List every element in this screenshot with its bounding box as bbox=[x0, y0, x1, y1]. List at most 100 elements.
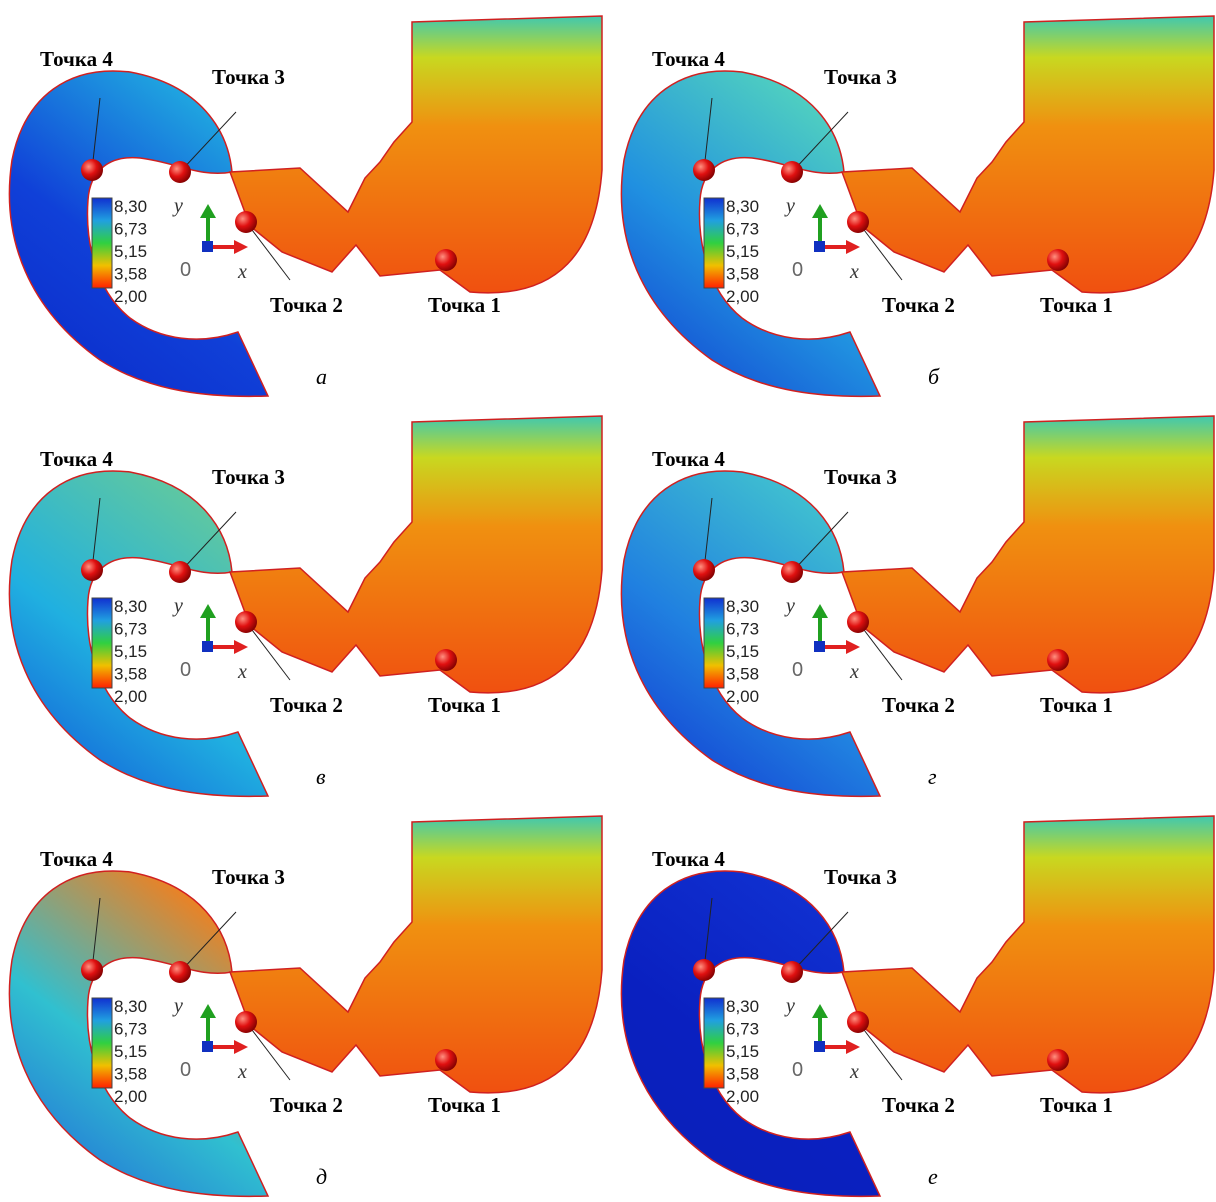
axis-y-label: y bbox=[784, 995, 795, 1017]
colorbar-label: 8,30 bbox=[726, 597, 759, 616]
point-label: Точка 1 bbox=[428, 293, 501, 317]
y-arrow-head bbox=[812, 1004, 828, 1018]
colorbar-label: 2,00 bbox=[114, 687, 147, 706]
origin-cube bbox=[202, 241, 213, 252]
colorbar-label: 3,58 bbox=[726, 665, 759, 684]
point-label: Точка 3 bbox=[212, 65, 285, 89]
x-arrow-head bbox=[234, 640, 248, 654]
axis-origin-label: 0 bbox=[180, 659, 191, 681]
colorbar-label: 8,30 bbox=[114, 597, 147, 616]
point-marker bbox=[169, 961, 191, 983]
point-label: Точка 3 bbox=[824, 865, 897, 889]
point-marker bbox=[781, 561, 803, 583]
colorbar-label: 8,30 bbox=[726, 197, 759, 216]
right-region bbox=[230, 16, 602, 293]
colorbar bbox=[704, 998, 724, 1088]
colorbar-label: 6,73 bbox=[726, 1020, 759, 1039]
point-marker bbox=[81, 159, 103, 181]
axis-x-label: x bbox=[237, 261, 247, 283]
point-label: Точка 3 bbox=[824, 465, 897, 489]
colorbar bbox=[704, 198, 724, 288]
colorbar-label: 5,15 bbox=[114, 1042, 147, 1061]
colorbar-label: 5,15 bbox=[726, 242, 759, 261]
colorbar-label: 8,30 bbox=[726, 997, 759, 1016]
panel-letter: а bbox=[316, 364, 327, 389]
point-label: Точка 1 bbox=[1040, 693, 1113, 717]
colorbar bbox=[92, 998, 112, 1088]
point-label: Точка 4 bbox=[40, 847, 113, 871]
origin-cube bbox=[202, 641, 213, 652]
point-label: Точка 4 bbox=[652, 847, 725, 871]
point-marker bbox=[169, 561, 191, 583]
colorbar-label: 6,73 bbox=[726, 620, 759, 639]
x-arrow-head bbox=[846, 240, 860, 254]
axis-y-label: y bbox=[784, 195, 795, 217]
point-marker bbox=[781, 961, 803, 983]
colorbar-label: 5,15 bbox=[726, 642, 759, 661]
axis-y-label: y bbox=[784, 595, 795, 617]
y-arrow-head bbox=[200, 204, 216, 218]
y-arrow-head bbox=[812, 604, 828, 618]
point-label: Точка 1 bbox=[1040, 293, 1113, 317]
point-label: Точка 2 bbox=[882, 1093, 955, 1117]
axis-x-label: x bbox=[849, 1061, 859, 1083]
colorbar-label: 6,73 bbox=[726, 220, 759, 239]
panel-letter: г bbox=[928, 764, 937, 789]
colorbar-label: 3,58 bbox=[726, 265, 759, 284]
colorbar-label: 8,30 bbox=[114, 997, 147, 1016]
right-region bbox=[842, 16, 1214, 293]
x-arrow-head bbox=[846, 640, 860, 654]
origin-cube bbox=[814, 241, 825, 252]
colorbar-label: 6,73 bbox=[114, 220, 147, 239]
point-marker bbox=[235, 611, 257, 633]
point-label: Точка 3 bbox=[824, 65, 897, 89]
colorbar-label: 3,58 bbox=[114, 265, 147, 284]
y-arrow-head bbox=[200, 604, 216, 618]
point-marker bbox=[435, 1049, 457, 1071]
axis-x-label: x bbox=[237, 1061, 247, 1083]
axis-x-label: x bbox=[849, 261, 859, 283]
point-marker bbox=[847, 211, 869, 233]
point-marker bbox=[1047, 249, 1069, 271]
colorbar-label: 6,73 bbox=[114, 620, 147, 639]
colorbar-label: 2,00 bbox=[114, 1087, 147, 1106]
axis-x-label: x bbox=[237, 661, 247, 683]
colorbar-label: 8,30 bbox=[114, 197, 147, 216]
panel-letter: е bbox=[928, 1164, 938, 1189]
point-marker bbox=[847, 1011, 869, 1033]
point-label: Точка 1 bbox=[428, 693, 501, 717]
point-label: Точка 2 bbox=[882, 293, 955, 317]
colorbar-label: 3,58 bbox=[726, 1065, 759, 1084]
figure: 8,30 6,73 5,15 3,58 2,00 y x 0 Точка 1 Точка 2 Точ… bbox=[0, 0, 1216, 1202]
point-label: Точка 4 bbox=[652, 47, 725, 71]
point-marker bbox=[693, 159, 715, 181]
axis-origin-label: 0 bbox=[792, 659, 803, 681]
colorbar-label: 3,58 bbox=[114, 1065, 147, 1084]
origin-cube bbox=[814, 1041, 825, 1052]
axis-origin-label: 0 bbox=[792, 1059, 803, 1081]
axis-x-label: x bbox=[849, 661, 859, 683]
x-arrow-head bbox=[846, 1040, 860, 1054]
point-marker bbox=[435, 649, 457, 671]
colorbar-label: 2,00 bbox=[726, 1087, 759, 1106]
point-label: Точка 1 bbox=[1040, 1093, 1113, 1117]
point-label: Точка 1 bbox=[428, 1093, 501, 1117]
panel-letter: д bbox=[316, 1164, 327, 1189]
point-marker bbox=[847, 611, 869, 633]
point-marker bbox=[693, 559, 715, 581]
point-label: Точка 4 bbox=[40, 447, 113, 471]
point-marker bbox=[781, 161, 803, 183]
axis-origin-label: 0 bbox=[180, 1059, 191, 1081]
point-label: Точка 4 bbox=[40, 47, 113, 71]
x-arrow-head bbox=[234, 1040, 248, 1054]
point-label: Точка 4 bbox=[652, 447, 725, 471]
colorbar-label: 5,15 bbox=[114, 642, 147, 661]
point-marker bbox=[169, 161, 191, 183]
right-region bbox=[842, 816, 1214, 1093]
colorbar-label: 3,58 bbox=[114, 665, 147, 684]
